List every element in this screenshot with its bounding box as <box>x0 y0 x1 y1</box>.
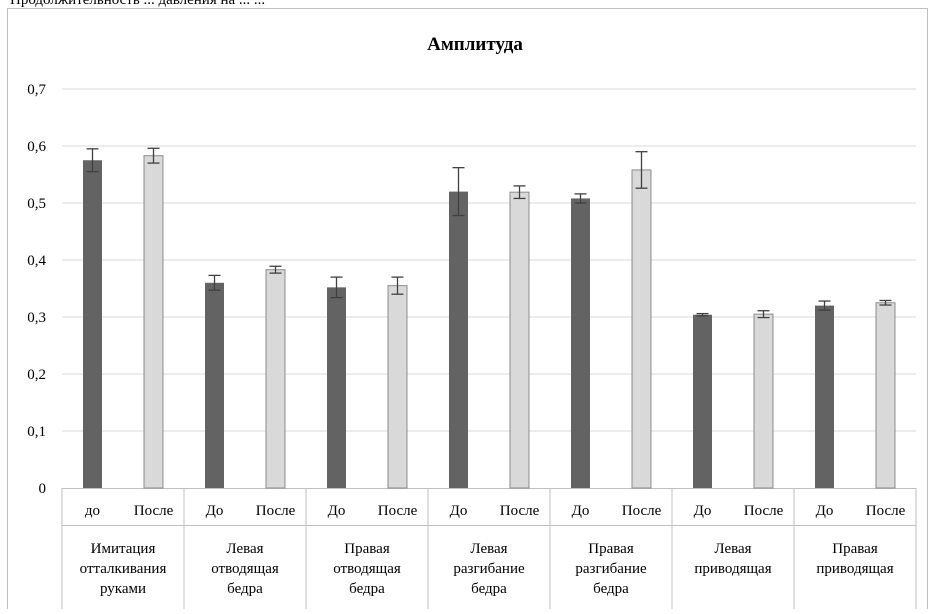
group-label: Имитация <box>91 541 156 557</box>
chart-title: Амплитуда <box>427 34 523 55</box>
bar-after <box>265 269 286 489</box>
bar-after <box>875 302 896 489</box>
bar-before <box>449 191 468 488</box>
y-tick-label: 0,1 <box>27 424 46 440</box>
bar-before <box>815 305 834 488</box>
page-header-text: Продолжительность ... давления на ... ..… <box>10 0 265 8</box>
y-tick-label: 0,3 <box>27 310 46 326</box>
bar-category-label: До <box>328 503 346 519</box>
bar-before <box>327 287 346 488</box>
bar-before <box>571 198 590 488</box>
y-tick-label: 0 <box>39 481 47 497</box>
group-label: Правая <box>832 541 878 557</box>
bar-category-label: До <box>694 503 712 519</box>
group-label: бедра <box>227 581 263 597</box>
group-label: разгибание <box>575 561 647 577</box>
bar-category-label: До <box>816 503 834 519</box>
bar-before <box>83 160 102 488</box>
y-tick-label: 0,4 <box>27 253 46 269</box>
bar-before <box>205 282 224 488</box>
group-label: бедра <box>349 581 385 597</box>
bar-before <box>693 314 712 488</box>
group-label: разгибание <box>453 561 525 577</box>
bar-category-label: После <box>744 503 784 519</box>
bar-category-label: До <box>572 503 590 519</box>
bar-category-label: После <box>866 503 906 519</box>
group-label: бедра <box>593 581 629 597</box>
group-label: отталкивания <box>80 561 167 577</box>
group-label: руками <box>100 581 146 597</box>
group-label: отводящая <box>211 561 279 577</box>
bar-after <box>143 155 164 489</box>
bar-category-label: После <box>134 503 174 519</box>
group-label: приводящая <box>694 561 771 577</box>
y-tick-label: 0,2 <box>27 367 46 383</box>
group-label: Правая <box>344 541 390 557</box>
bar-after <box>753 313 774 489</box>
bar-category-label: До <box>206 503 224 519</box>
bar-after <box>509 191 530 489</box>
bar-category-label: После <box>622 503 662 519</box>
bar-category-label: После <box>378 503 418 519</box>
bar-category-label: После <box>500 503 540 519</box>
bar-after <box>631 169 652 489</box>
group-label: отводящая <box>333 561 401 577</box>
bar-category-label: До <box>450 503 468 519</box>
bar-category-label: После <box>256 503 296 519</box>
group-label: приводящая <box>816 561 893 577</box>
group-label: бедра <box>471 581 507 597</box>
y-tick-label: 0,6 <box>27 139 46 155</box>
bar-after <box>387 285 408 489</box>
y-tick-label: 0,5 <box>27 196 46 212</box>
group-label: Правая <box>588 541 634 557</box>
group-label: Левая <box>226 541 263 557</box>
y-tick-label: 0,7 <box>27 82 46 98</box>
bar-category-label: до <box>85 503 100 519</box>
group-label: Левая <box>714 541 751 557</box>
chart-frame <box>7 8 928 614</box>
group-label: Левая <box>470 541 507 557</box>
